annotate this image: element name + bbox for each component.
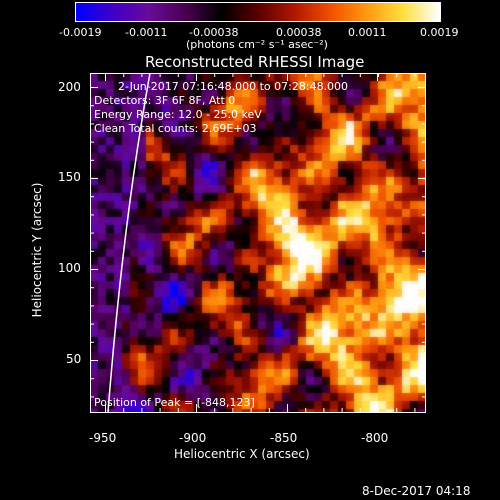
plot-frame — [90, 73, 426, 413]
y-tick-label: 200 — [58, 80, 81, 94]
colorbar-frame — [75, 2, 441, 22]
colorbar-tick-label: -0.0019 — [59, 26, 102, 39]
colorbar-tick-label: 0.00038 — [276, 26, 322, 39]
colorbar — [76, 3, 440, 21]
x-tick-label: -950 — [89, 431, 117, 445]
plot-title: Reconstructed RHESSI Image — [145, 53, 365, 71]
y-tick-label: 100 — [58, 261, 81, 275]
x-axis-label: Heliocentric X (arcsec) — [174, 447, 310, 461]
colorbar-tick-label: 0.0019 — [420, 26, 459, 39]
y-tick-label: 50 — [66, 352, 82, 366]
x-tick-label: -800 — [361, 431, 389, 445]
y-axis-label: Heliocentric Y (arcsec) — [30, 182, 44, 318]
solar-limb-curve — [107, 72, 151, 413]
colorbar-tick-label: -0.0011 — [125, 26, 168, 39]
plot-timestamp: 8-Dec-2017 04:18 — [362, 484, 471, 498]
detectors-line: Detectors: 3F 6F 8F, Att 0 — [94, 94, 236, 107]
x-tick-label: -900 — [179, 431, 207, 445]
energy-range-line: Energy Range: 12.0 - 25.0 keV — [94, 108, 262, 121]
axis-ticks — [90, 73, 426, 412]
peak-position-text: Position of Peak = [-848,123] — [94, 396, 255, 409]
colorbar-tick-label: -0.00038 — [189, 26, 239, 39]
clean-total-counts-line: Clean Total counts: 2.69E+03 — [94, 122, 257, 135]
colorbar-units-label: (photons cm⁻² s⁻¹ asec⁻²) — [186, 38, 328, 51]
y-tick-label: 150 — [58, 170, 81, 184]
rhessi-image — [90, 73, 426, 413]
obs-time-range: 2-Jun-2017 07:16:48.000 to 07:28:48.000 — [118, 80, 349, 93]
colorbar-tick-label: 0.0011 — [348, 26, 387, 39]
x-tick-label: -850 — [270, 431, 298, 445]
